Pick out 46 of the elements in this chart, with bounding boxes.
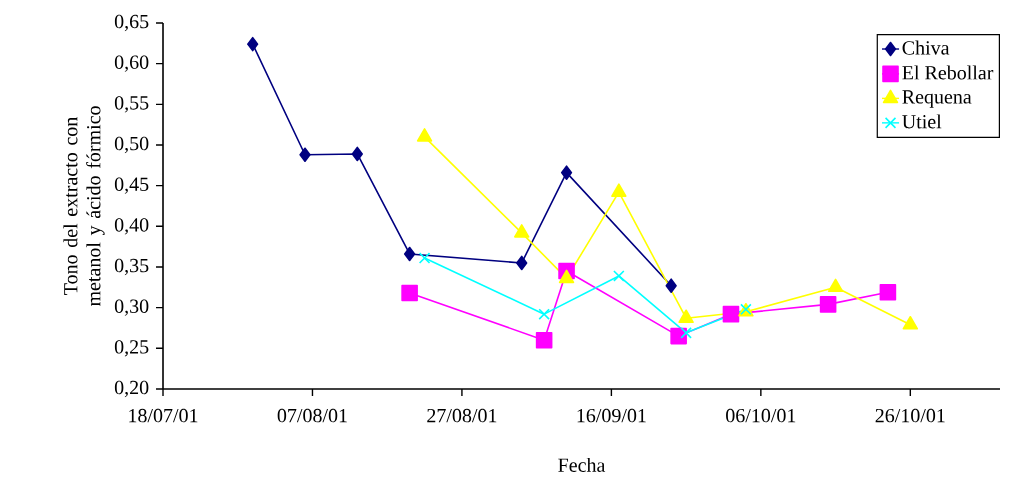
y-tick-label: 0,30 [114, 299, 149, 316]
point [670, 327, 687, 345]
point [513, 224, 530, 238]
point [560, 165, 573, 180]
point [819, 296, 837, 313]
x-tick-label: 26/10/01 [875, 408, 945, 423]
point [665, 278, 677, 293]
point [902, 315, 919, 330]
point [351, 146, 363, 162]
y-tick-label: 0,25 [114, 340, 149, 357]
y-tick-label: 0,60 [114, 55, 149, 72]
point [247, 36, 259, 52]
x-tick-label: 06/10/01 [726, 408, 796, 423]
y-tick-label: 0,45 [114, 177, 149, 194]
point [418, 252, 431, 264]
y-tick-label: 0,65 [114, 14, 149, 32]
x-tick-label: 18/07/01 [129, 408, 198, 423]
x-tick-label: 27/08/01 [427, 408, 497, 423]
legend-label: El Rebollar [902, 65, 994, 80]
point [827, 278, 844, 293]
legend-label: Chiva [902, 40, 950, 55]
legend-label: Requena [902, 90, 972, 108]
point [613, 270, 625, 282]
y-tick-label: 0,35 [114, 258, 149, 276]
point [538, 308, 550, 320]
point [403, 246, 416, 262]
x-tick-label: 16/09/01 [577, 408, 646, 423]
point [722, 305, 740, 323]
y-tick-label: 0,20 [114, 380, 149, 398]
point [680, 327, 692, 339]
point [516, 255, 528, 271]
point [558, 269, 575, 284]
legend-label: Utiel [902, 114, 942, 129]
point [678, 309, 694, 324]
x-axis-title: Fecha [558, 457, 606, 472]
point [611, 183, 627, 197]
y-tick-label: 0,55 [114, 96, 149, 113]
point [879, 283, 897, 301]
x-tick-label: 07/08/01 [277, 408, 347, 423]
point [401, 284, 418, 302]
point [299, 147, 311, 163]
point [416, 128, 433, 142]
y-axis-title: Tono del extracto con metanol y ácido fórmico [63, 106, 105, 307]
y-tick-label: 0,50 [114, 136, 149, 154]
point [535, 331, 553, 349]
y-tick-label: 0,40 [114, 218, 149, 235]
